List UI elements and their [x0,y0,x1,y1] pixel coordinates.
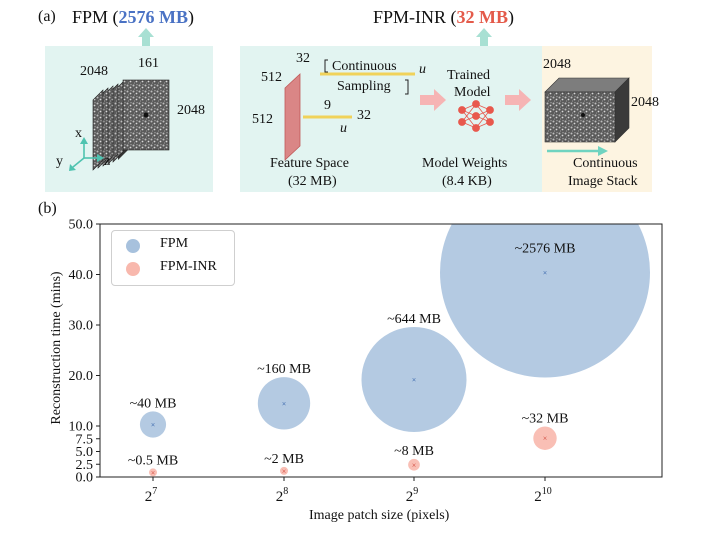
axis-x-label: x [75,126,82,141]
inr-bubble-label-0: ~0.5 MB [128,453,178,468]
inr-up-arrow-icon [476,28,492,46]
x-tick-label-0: 27 [145,486,158,505]
inr-title-size: 32 MB [456,7,509,27]
fpm-stack-width: 2048 [80,64,108,79]
arrow-to-model-icon [420,89,446,111]
sampling-bracket-icon [324,59,409,95]
output-stack-width: 2048 [543,57,571,72]
model-caption-line1: Model Weights [422,156,508,171]
y-tick-label-0: 0.0 [76,471,94,486]
fpm-bubble-3 [440,224,650,378]
feature-dim-32-right: 32 [357,108,371,123]
inr-bubble-3 [533,426,557,450]
legend-fpm-marker [126,239,140,253]
inr-point-marker-3: × [543,434,548,443]
fpm-up-arrow-icon [138,28,154,46]
fpm-bubble-2 [361,327,467,433]
feature-dim-512-top: 512 [261,70,282,85]
diagram-graphics [69,28,630,171]
feature-caption-line1: Feature Space [270,156,349,171]
axis-z-label: z [104,154,111,169]
inr-bubble-label-2: ~8 MB [394,444,434,459]
fpm-bubble-label-0: ~40 MB [130,396,177,411]
x-tick-label-1: 28 [276,486,289,505]
y-axis-label: Reconstruction time (mins) [49,271,64,425]
legend: FPM FPM-INR [111,230,235,286]
panel-b-label: (b) [38,200,57,217]
feature-caption-line2: (32 MB) [288,174,337,189]
output-stack-height: 2048 [631,95,659,110]
feature-dim-32: 32 [296,51,310,66]
inr-point-marker-0: × [151,468,156,477]
sampling-u-top: u [419,62,426,77]
fpm-point-marker-3: × [543,268,548,277]
fpm-point-marker-2: × [412,376,417,385]
fpm-bubble-label-1: ~160 MB [257,362,311,377]
feature-dim-9: 9 [324,98,331,113]
inr-title: FPM-INR (32 MB) [373,7,514,28]
inr-point-marker-1: × [282,467,287,476]
fpm-point-marker-1: × [282,399,287,408]
y-tick-label-5: 20.0 [69,369,94,384]
sampling-line2: Sampling [337,79,391,94]
output-image-stack [544,77,630,143]
fpm-title-prefix: FPM ( [72,7,119,27]
inr-title-prefix: FPM-INR ( [373,7,457,27]
bubble-chart: × × × × × × × × 0.02.55.07.510.0 20.0 30.0 40.0 50.… [69,218,663,505]
y-tick-label-8: 50.0 [69,218,94,233]
axes-icon [69,137,104,171]
sampling-line1: Continuous [332,59,397,74]
fpm-title: FPM (2576 MB) [72,7,194,28]
inr-bubble-label-1: ~2 MB [264,452,304,467]
x-tick-label-2: 29 [406,486,419,505]
output-caption-line1: Continuous [573,156,638,171]
output-caption-line2: Image Stack [568,174,638,189]
x-axis-label: Image patch size (pixels) [309,508,450,523]
inr-bubble-1 [280,466,288,475]
arrow-to-stack-icon [505,89,531,111]
legend-fpm-label: FPM [160,236,189,251]
feature-u-bottom: u [340,121,347,136]
fpm-title-size: 2576 MB [118,7,189,27]
inr-bubble-2 [408,458,420,471]
legend-inr-marker [126,262,140,276]
inr-point-marker-2: × [412,461,417,470]
neural-network-icon [458,100,494,132]
plot-frame [99,223,663,478]
fpm-stack-depth: 161 [138,56,159,71]
fpm-image-stack [92,79,170,171]
fpm-title-suffix: ) [188,7,195,27]
axis-y-label: y [56,154,63,169]
y-tick-label-3: 7.5 [76,432,94,447]
fpm-stack-height: 2048 [177,103,205,118]
panel-a-label: (a) [38,8,56,25]
inr-title-suffix: ) [508,7,515,27]
inr-bubble-label-3: ~32 MB [522,412,569,427]
y-tick-label-4: 10.0 [69,420,94,435]
model-caption-line2: (8.4 KB) [442,174,492,189]
feature-dim-512-left: 512 [252,112,273,127]
x-tick-label-3: 210 [534,486,552,505]
y-tick-label-2: 5.0 [76,445,94,460]
inr-bubble-0 [149,468,157,477]
model-line1: Trained [447,68,491,83]
legend-inr-label: FPM-INR [160,259,217,274]
continuous-arrow-icon [547,146,608,156]
fpm-bubble-label-3: ~2576 MB [515,241,576,256]
y-tick-label-7: 40.0 [69,268,94,283]
fpm-point-marker-0: × [151,420,156,429]
model-line2: Model [454,85,491,100]
fpm-bubble-1 [257,377,311,430]
y-tick-label-1: 2.5 [76,458,94,473]
y-tick-label-6: 30.0 [69,319,94,334]
fpm-bubble-0 [139,411,167,438]
fpm-bubble-label-2: ~644 MB [387,312,441,327]
feature-plane [284,73,301,161]
